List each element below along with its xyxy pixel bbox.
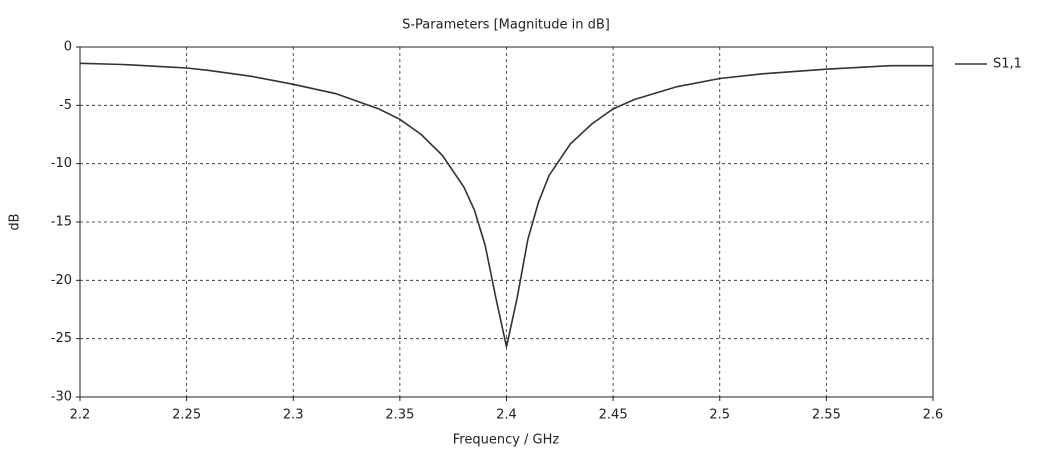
x-tick-label: 2.4 xyxy=(496,408,517,423)
y-tick-label: -5 xyxy=(59,98,72,113)
y-axis-label: dB xyxy=(8,213,23,230)
x-tick-label: 2.45 xyxy=(599,408,628,423)
y-tick-label: -15 xyxy=(51,215,72,230)
x-tick-label: 2.5 xyxy=(709,408,730,423)
x-tick-label: 2.55 xyxy=(812,408,841,423)
y-tick-label: -20 xyxy=(51,273,72,288)
legend-label: S1,1 xyxy=(993,57,1022,72)
series-line xyxy=(79,62,933,348)
y-tick-label: 0 xyxy=(64,40,72,55)
chart-title: S-Parameters [Magnitude in dB] xyxy=(402,18,610,33)
x-tick-label: 2.6 xyxy=(923,408,944,423)
x-axis-label: Frequency / GHz xyxy=(453,433,560,448)
x-tick-label: 2.25 xyxy=(172,408,201,423)
x-tick-label: 2.35 xyxy=(385,408,414,423)
y-tick-label: -30 xyxy=(51,390,72,405)
y-tick-label: -25 xyxy=(51,331,72,346)
x-tick-label: 2.3 xyxy=(283,408,304,423)
y-tick-label: -10 xyxy=(51,156,72,171)
x-tick-label: 2.2 xyxy=(70,408,91,423)
